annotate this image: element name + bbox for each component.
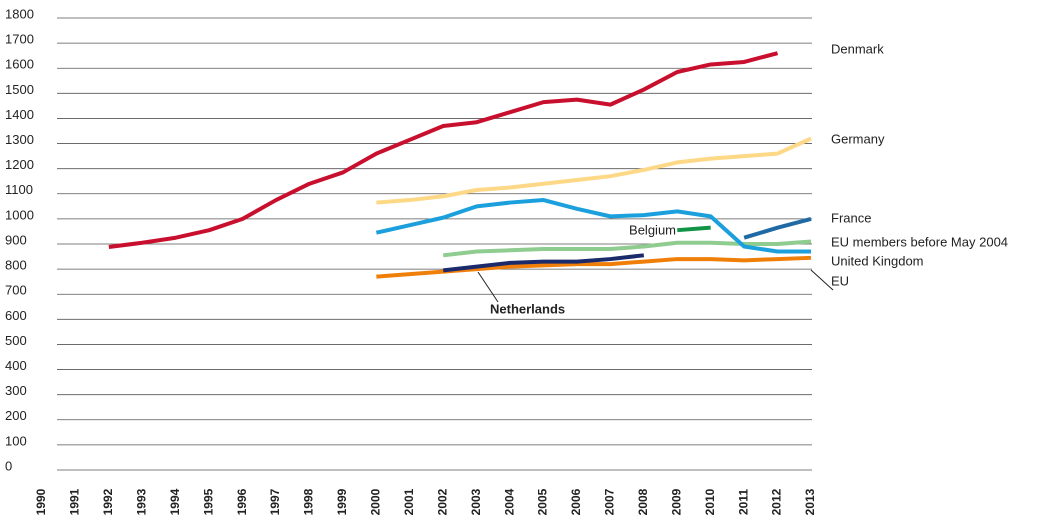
y-tick-label: 1300 [5,132,34,147]
y-tick-label: 1500 [5,82,34,97]
series-label: Netherlands [490,301,565,316]
x-tick-label: 2009 [669,488,683,515]
series-label: Belgium [629,222,676,237]
series-line [677,225,711,233]
x-tick-label: 1990 [34,488,48,515]
y-tick-label: 900 [5,232,27,247]
x-tick-label: 2000 [369,488,383,515]
y-tick-label: 400 [5,358,27,373]
x-tick-label: 2004 [502,488,516,515]
series-label: France [831,210,871,225]
x-tick-label: 1999 [335,488,349,515]
x-tick-label: 2010 [703,488,717,515]
x-tick-label: 2007 [603,488,617,515]
series-label: EU members before May 2004 [831,234,1008,249]
x-tick-label: 2006 [569,488,583,515]
y-tick-label: 1200 [5,157,34,172]
y-tick-label: 500 [5,333,27,348]
series-line [108,51,779,249]
y-tick-label: 0 [5,458,12,473]
series-label: United Kingdom [831,253,924,268]
series-line [375,198,811,254]
series-line [442,253,645,273]
y-tick-label: 700 [5,283,27,298]
leader-line [477,271,499,303]
x-tick-label: 2002 [435,488,449,515]
y-tick-label: 1000 [5,207,34,222]
x-tick-label: 2012 [770,488,784,515]
x-tick-label: 1997 [268,488,282,515]
x-tick-label: 1998 [302,488,316,515]
x-tick-label: 1991 [68,488,82,515]
y-tick-label: 1600 [5,57,34,72]
leader-line [810,269,834,291]
series-label: EU [831,273,849,288]
series-label: Germany [831,131,885,146]
y-tick-label: 1400 [5,107,34,122]
y-tick-label: 1800 [5,6,34,21]
x-tick-label: 2011 [736,489,750,515]
y-tick-label: 600 [5,308,27,323]
y-tick-label: 100 [5,433,27,448]
y-tick-label: 300 [5,383,27,398]
x-tick-label: 2008 [636,488,650,515]
y-tick-label: 800 [5,258,27,273]
series-line [442,239,812,258]
y-tick-label: 200 [5,408,27,423]
x-tick-label: 1993 [134,488,148,515]
x-tick-label: 2003 [469,488,483,515]
x-tick-label: 1996 [235,488,249,515]
x-tick-label: 2001 [402,488,416,515]
x-tick-label: 1994 [168,488,182,515]
x-tick-label: 1995 [201,488,215,515]
x-tick-label: 2013 [803,488,817,515]
y-tick-label: 1100 [5,182,33,197]
y-tick-label: 1700 [5,32,34,47]
x-tick-label: 1992 [101,488,115,515]
series-line [743,216,812,240]
series-label: Denmark [831,41,884,56]
series-line [376,136,812,205]
x-tick-label: 2005 [536,488,550,515]
